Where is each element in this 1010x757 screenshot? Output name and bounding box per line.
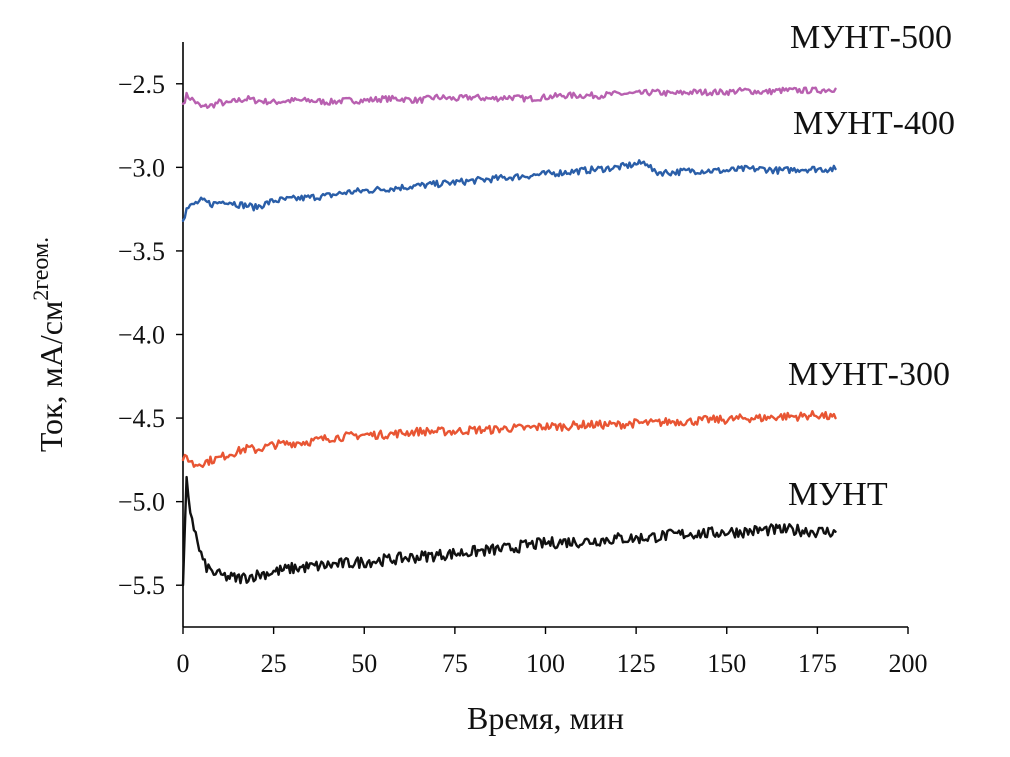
- x-tick-label: 125: [617, 649, 656, 678]
- x-tick-label: 50: [351, 649, 377, 678]
- series-label: МУНТ-300: [788, 356, 950, 393]
- series-line: [181, 475, 837, 587]
- y-tick-label: −2.5: [118, 70, 165, 99]
- x-ticks: 0 25 50 75 100 125 150 175 200: [177, 627, 928, 678]
- x-tick-label: 100: [526, 649, 565, 678]
- series-line: [181, 159, 837, 223]
- y-axis-label-main: Ток, мА/см: [33, 301, 69, 452]
- y-tick-label: −3.0: [118, 153, 165, 182]
- x-tick-label: 175: [798, 649, 837, 678]
- y-tick-label: −4.5: [118, 404, 165, 433]
- y-tick-label: −5.0: [118, 488, 165, 517]
- series-label: МУНТ-400: [793, 105, 955, 142]
- series-line: [181, 86, 837, 110]
- x-tick-label: 150: [707, 649, 746, 678]
- series-label: МУНТ: [788, 476, 888, 513]
- x-tick-label: 200: [889, 649, 928, 678]
- series-label: МУНТ-500: [790, 19, 952, 56]
- y-tick-label: −5.5: [118, 571, 165, 600]
- y-axis-label-subscript: геом.: [28, 237, 54, 290]
- y-tick-label: −4.0: [118, 321, 165, 350]
- y-ticks: −2.5 −3.0 −3.5 −4.0 −4.5 −5.0 −5.5: [118, 70, 183, 600]
- y-axis-label-superscript: 2: [28, 290, 53, 301]
- x-tick-label: 25: [261, 649, 287, 678]
- x-tick-label: 0: [177, 649, 190, 678]
- series-lines: [181, 86, 837, 587]
- x-axis-label: Время, мин: [467, 700, 624, 736]
- y-axis-label: Ток, мА/см2геом.: [28, 237, 69, 452]
- x-tick-label: 75: [442, 649, 468, 678]
- y-tick-label: −3.5: [118, 237, 165, 266]
- series-labels: МУНТ-500 МУНТ-400 МУНТ-300 МУНТ: [788, 19, 955, 513]
- series-line: [181, 410, 837, 468]
